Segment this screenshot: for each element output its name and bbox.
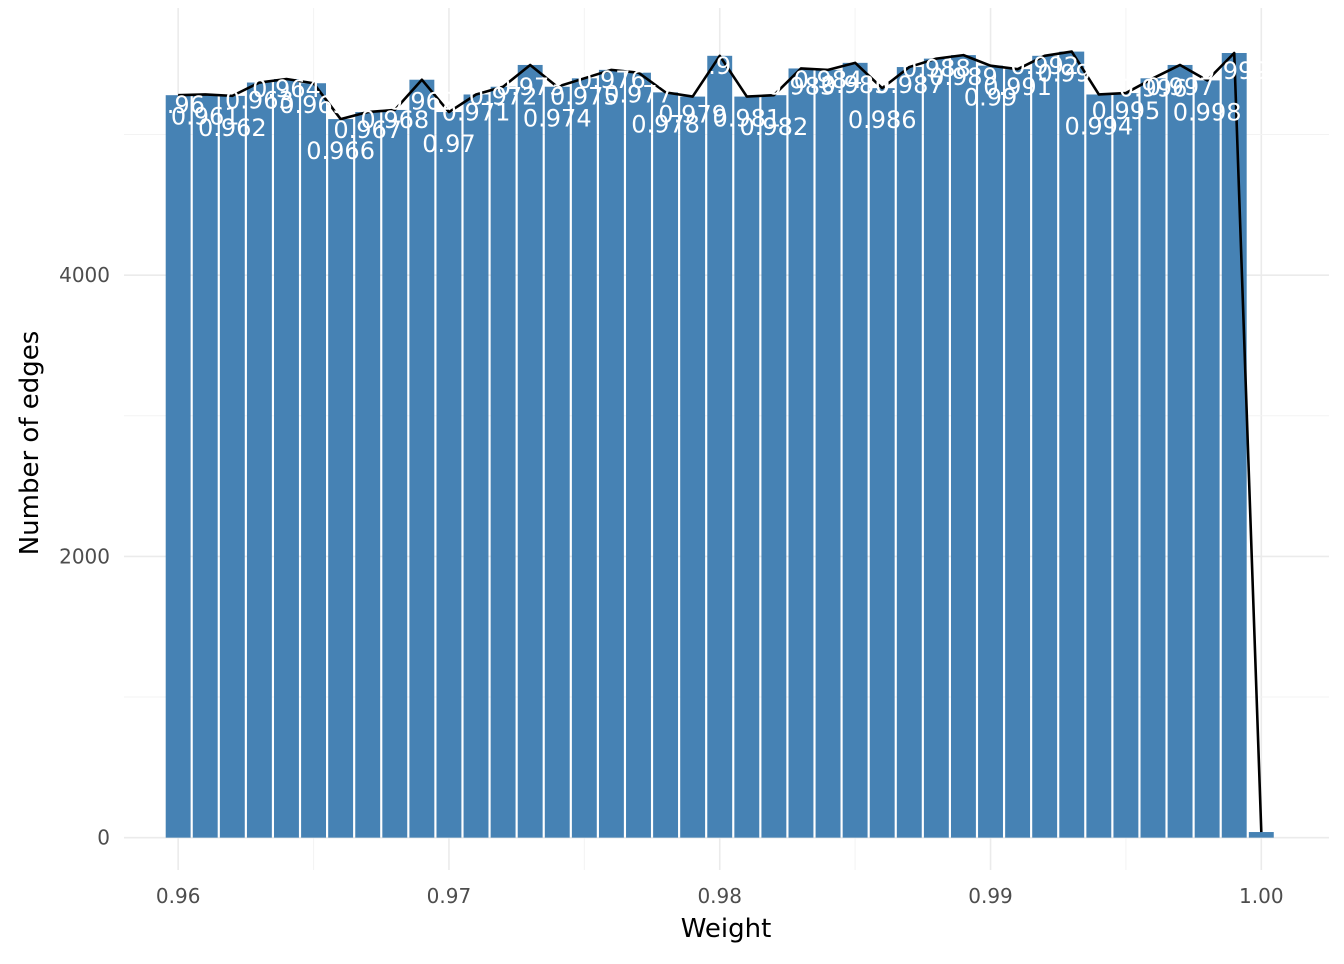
bar-labels: 0.960.9610.9620.9630.9640.9650.9660.9670…	[151, 52, 1268, 165]
bar-value-label: 0.974	[523, 105, 592, 133]
histogram-bar	[950, 55, 976, 838]
histogram-bar	[1086, 94, 1112, 838]
bar-value-label: 0.992	[1010, 52, 1079, 80]
histogram-bar	[544, 86, 570, 838]
histogram-bar	[707, 55, 733, 838]
histogram-bar	[301, 83, 327, 838]
x-tick-label: 0.98	[697, 884, 742, 908]
bar-value-label: 0.976	[577, 66, 646, 94]
y-tick-label: 4000	[59, 263, 110, 287]
bar-value-label: 0.983	[767, 72, 836, 100]
histogram-bar	[1059, 51, 1085, 838]
y-axis-title: Number of edges	[15, 331, 45, 556]
frequency-polyline	[178, 50, 1263, 833]
histogram-bar	[192, 94, 218, 838]
frequency-line	[178, 50, 1263, 833]
bar-value-label: 0.962	[198, 114, 267, 142]
histogram-bar	[1194, 80, 1220, 838]
bar-value-label: 0.986	[848, 106, 917, 134]
bar-value-label: 0.994	[1064, 112, 1133, 140]
histogram-bar	[680, 96, 706, 838]
bar-value-label: 0.981	[712, 105, 781, 133]
histogram-bar	[436, 112, 462, 838]
bar-value-label: 0.973	[496, 73, 565, 101]
x-tick-label: 0.97	[427, 884, 472, 908]
bar-value-label: 0.978	[631, 110, 700, 138]
bar-value-label: 0.964	[252, 75, 321, 103]
x-axis-ticks: 0.96 0.97 0.98 0.99 1.00	[156, 884, 1284, 908]
histogram-bar	[165, 95, 191, 838]
bar-value-label: 0.977	[604, 81, 673, 109]
bar-value-label: 0.984	[794, 66, 863, 94]
bar-value-label: 0.98	[693, 52, 746, 80]
histogram-bar	[761, 95, 787, 838]
histogram-bar	[274, 79, 299, 838]
bar-value-label: 0.961	[171, 102, 240, 130]
bar-value-label: 0.993	[1037, 60, 1106, 88]
bar-value-label: 0.96	[151, 91, 204, 119]
bar-value-label: 0.968	[360, 106, 429, 134]
bar-value-label: 0.987	[875, 71, 944, 99]
histogram-bar	[1140, 78, 1166, 838]
bar-value-label: 0.989	[929, 63, 998, 91]
bar-value-label: 0.982	[740, 113, 809, 141]
bar-value-label: 0.97	[422, 130, 475, 158]
bar-value-label: 0.988	[902, 55, 971, 83]
histogram-bar	[571, 78, 597, 838]
histogram-bar	[598, 69, 624, 838]
bars	[165, 51, 1274, 838]
bar-value-label: 0.967	[333, 116, 402, 144]
y-axis-ticks: 0 2000 4000	[59, 263, 110, 849]
histogram-bar	[1113, 93, 1139, 838]
histogram-bar	[355, 112, 381, 838]
histogram-bar	[1167, 64, 1193, 838]
bar-value-label: 0.979	[658, 101, 727, 129]
histogram-bar	[842, 62, 868, 838]
histogram-bar	[869, 88, 895, 838]
histogram-bar	[246, 82, 272, 838]
histogram-bar	[382, 109, 408, 838]
histogram-bar	[788, 68, 814, 838]
bar-value-label: 0.999	[1200, 57, 1269, 85]
bar-value-label: 0.969	[388, 88, 457, 116]
bar-value-label: 0.985	[821, 71, 890, 99]
x-tick-label: 0.96	[156, 884, 201, 908]
histogram-bar	[978, 65, 1003, 838]
histogram-bar	[1032, 55, 1058, 838]
y-tick-label: 0	[97, 826, 110, 850]
bar-value-label: 0.965	[279, 91, 348, 119]
histogram-bar	[1248, 832, 1274, 838]
histogram-bar	[1221, 52, 1247, 838]
y-tick-label: 2000	[59, 544, 110, 568]
bar-value-label: 0.991	[983, 73, 1052, 101]
histogram-bar	[490, 86, 516, 838]
x-tick-label: 0.99	[968, 884, 1013, 908]
bar-value-label: 0.971	[442, 98, 511, 126]
x-tick-label: 1.00	[1239, 884, 1284, 908]
bar-value-label: 0.998	[1173, 98, 1242, 126]
bar-value-label: 0.997	[1146, 73, 1215, 101]
histogram-bar	[923, 58, 949, 838]
histogram-bar	[626, 72, 651, 838]
bar-value-label: 0.995	[1092, 97, 1161, 125]
bar-value-label: 0.99	[964, 84, 1017, 112]
histogram-bar	[463, 94, 489, 838]
x-axis-title: Weight	[681, 914, 772, 944]
bar-value-label: 0.966	[306, 137, 375, 165]
histogram-bar	[815, 69, 841, 838]
bar-value-label: 0.975	[550, 82, 619, 110]
histogram-bar	[1005, 69, 1031, 838]
histogram-bar	[328, 119, 354, 838]
histogram-bar	[896, 67, 922, 838]
histogram-bar	[409, 79, 435, 838]
bar-value-label: 0.996	[1119, 74, 1188, 102]
bar-value-label: 0.963	[225, 87, 294, 115]
histogram-bar	[734, 96, 760, 838]
histogram-bar	[517, 64, 543, 838]
histogram-bar	[653, 92, 679, 838]
histogram-bar	[219, 95, 245, 838]
bar-value-label: 0.972	[469, 83, 538, 111]
